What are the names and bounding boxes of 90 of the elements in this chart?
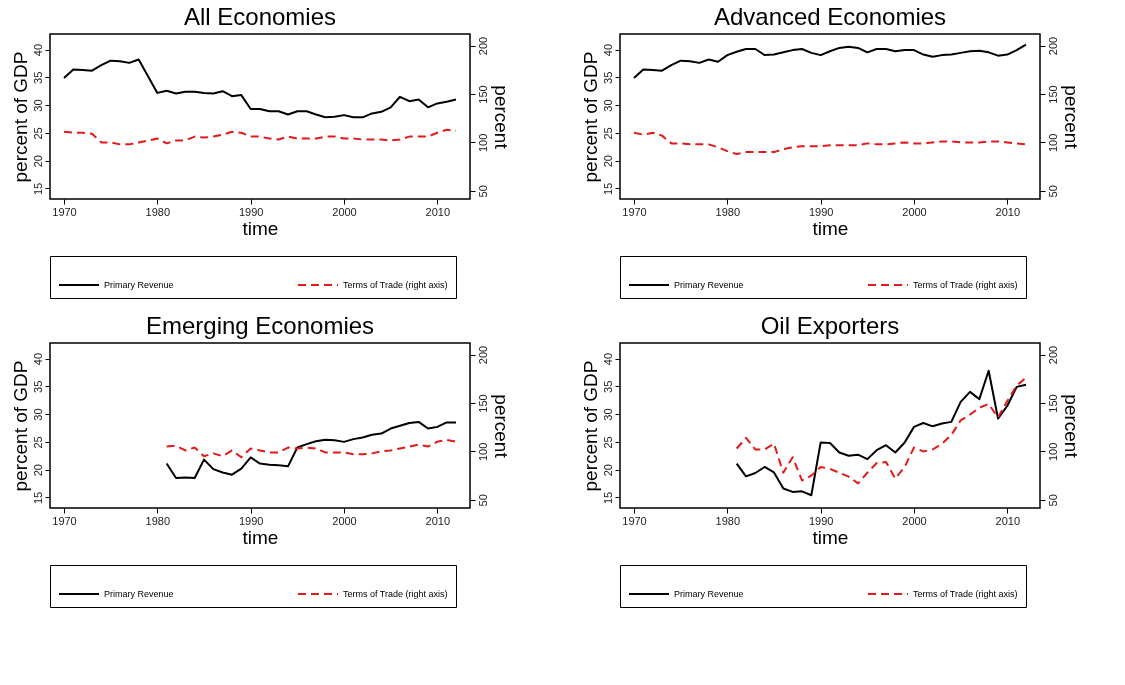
- y2-tick-label: 150: [476, 394, 489, 413]
- line-series: [633, 131, 1027, 156]
- y2-tick-label: 100: [1046, 442, 1059, 462]
- legend-label: Terms of Trade (right axis): [343, 280, 448, 290]
- legend-label: Primary Revenue: [674, 589, 744, 599]
- y2-axis-title: percent: [1060, 394, 1082, 459]
- y2-tick-label: 200: [476, 36, 489, 56]
- y2-tick-label: 50: [476, 494, 489, 507]
- x-tick-label: 1980: [715, 514, 741, 527]
- x-axis-title: time: [812, 217, 849, 239]
- y2-tick-label: 100: [476, 133, 489, 153]
- y2-tick-label: 150: [1046, 85, 1059, 104]
- x-axis-title: time: [812, 526, 849, 548]
- x-tick-label: 1990: [808, 205, 834, 218]
- legend-label: Primary Revenue: [104, 589, 174, 599]
- y-tick-label: 40: [601, 352, 614, 366]
- y-tick-label: 30: [31, 99, 44, 112]
- line-series: [63, 128, 457, 146]
- y-axis-title: percent of GDP: [9, 51, 31, 183]
- y-tick-label: 20: [31, 155, 44, 168]
- y-axis-title: percent of GDP: [579, 360, 601, 492]
- x-tick-label: 2000: [332, 514, 357, 527]
- y2-tick-label: 200: [476, 345, 489, 365]
- legend-label: Terms of Trade (right axis): [913, 280, 1018, 290]
- y-tick-label: 40: [31, 352, 44, 366]
- y-tick-label: 30: [601, 408, 614, 421]
- y-tick-label: 25: [601, 436, 614, 449]
- y-tick-label: 30: [601, 99, 614, 112]
- x-tick-label: 2010: [425, 205, 451, 218]
- x-tick-label: 1980: [715, 205, 741, 218]
- y2-tick-label: 200: [1046, 345, 1059, 365]
- line-series: [165, 438, 457, 459]
- x-tick-label: 2000: [902, 205, 927, 218]
- y-tick-label: 25: [601, 127, 614, 140]
- y2-axis-title: percent: [1060, 85, 1082, 150]
- legend-label: Primary Revenue: [104, 280, 174, 290]
- y-tick-label: 20: [601, 464, 614, 477]
- y-tick-label: 25: [31, 127, 44, 140]
- y-tick-label: 30: [31, 408, 44, 421]
- y2-tick-label: 150: [1046, 394, 1059, 413]
- x-axis-title: time: [242, 526, 279, 548]
- x-tick-label: 1970: [622, 205, 647, 218]
- y-tick-label: 15: [601, 182, 614, 196]
- x-tick-label: 1990: [238, 205, 264, 218]
- y-tick-label: 35: [31, 71, 44, 84]
- y2-axis-title: percent: [490, 85, 512, 150]
- chart-title: All Economies: [183, 3, 337, 30]
- y-tick-label: 35: [601, 380, 614, 393]
- x-tick-label: 2000: [332, 205, 357, 218]
- x-tick-label: 1970: [52, 205, 77, 218]
- y-tick-label: 15: [31, 491, 44, 505]
- x-tick-label: 2010: [995, 205, 1021, 218]
- line-series: [63, 58, 457, 119]
- x-tick-label: 1980: [145, 205, 171, 218]
- y-tick-label: 35: [31, 380, 44, 393]
- y2-tick-label: 50: [1046, 185, 1059, 198]
- y-tick-label: 40: [31, 43, 44, 57]
- line-series: [165, 420, 457, 479]
- y-tick-label: 15: [31, 182, 44, 196]
- y-tick-label: 35: [601, 71, 614, 84]
- x-tick-label: 1990: [808, 514, 834, 527]
- y2-tick-label: 50: [1046, 494, 1059, 507]
- y-tick-label: 25: [31, 436, 44, 449]
- y-axis-title: percent of GDP: [9, 360, 31, 492]
- y2-tick-label: 50: [476, 185, 489, 198]
- legend-label: Terms of Trade (right axis): [913, 589, 1018, 599]
- y-tick-label: 40: [601, 43, 614, 57]
- y-tick-label: 15: [601, 491, 614, 505]
- legend-label: Terms of Trade (right axis): [343, 589, 448, 599]
- x-tick-label: 1980: [145, 514, 171, 527]
- x-axis-title: time: [242, 217, 279, 239]
- x-tick-label: 1970: [622, 514, 647, 527]
- chart-title: Oil Exporters: [760, 312, 900, 339]
- y2-tick-label: 150: [476, 85, 489, 104]
- x-tick-label: 2010: [425, 514, 451, 527]
- x-tick-label: 1990: [238, 514, 264, 527]
- x-tick-label: 1970: [52, 514, 77, 527]
- y-tick-label: 20: [31, 464, 44, 477]
- y-tick-label: 20: [601, 155, 614, 168]
- y2-axis-title: percent: [490, 394, 512, 459]
- y2-tick-label: 100: [1046, 133, 1059, 153]
- y-axis-title: percent of GDP: [579, 51, 601, 183]
- y2-tick-label: 100: [476, 442, 489, 462]
- line-series: [633, 43, 1027, 79]
- x-tick-label: 2010: [995, 514, 1021, 527]
- x-tick-label: 2000: [902, 514, 927, 527]
- chart-title: Emerging Economies: [145, 312, 375, 339]
- chart-title: Advanced Economies: [713, 3, 947, 30]
- legend-label: Primary Revenue: [674, 280, 744, 290]
- y2-tick-label: 200: [1046, 36, 1059, 56]
